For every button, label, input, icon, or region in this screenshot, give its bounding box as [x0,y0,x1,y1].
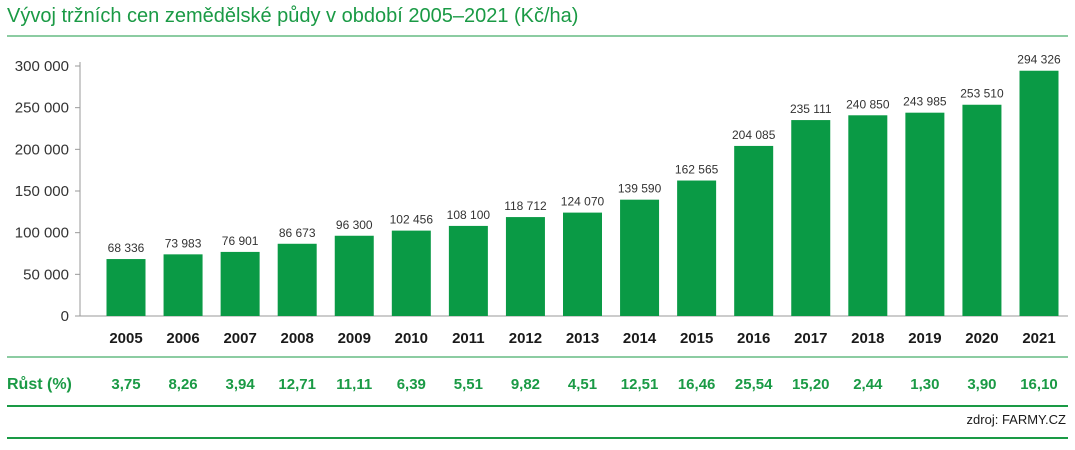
bar-2013 [563,212,602,316]
bar-2007 [220,251,260,316]
data-label-2017: 235 111 [790,102,832,116]
x-tick-label: 2012 [509,330,542,347]
bar-2014 [620,199,660,316]
growth-value-2016: 25,54 [735,376,773,393]
bar-2012 [505,217,545,316]
bar-2006 [163,254,203,316]
x-tick-label: 2010 [395,330,428,347]
x-tick-label: 2008 [281,330,314,347]
y-tick-label: 100 000 [15,225,69,242]
y-tick-label: 0 [61,308,69,325]
data-label-2014: 139 590 [618,182,662,196]
x-tick-label: 2016 [737,330,770,347]
data-label-2006: 73 983 [165,236,202,250]
data-label-2016: 204 085 [732,128,776,142]
bar-2020 [962,104,1002,316]
data-label-2005: 68 336 [108,241,145,255]
growth-value-2020: 3,90 [967,376,996,393]
growth-value-2019: 1,30 [910,376,939,393]
bar-2011 [448,225,488,316]
data-label-2008: 86 673 [279,226,316,240]
bar-2015 [677,180,717,316]
growth-value-2006: 8,26 [168,376,197,393]
x-tick-label: 2021 [1022,330,1055,347]
growth-value-2009: 11,11 [336,376,372,393]
bar-2009 [334,235,374,316]
bar-2010 [391,230,431,316]
growth-row-label: Růst (%) [7,376,72,393]
chart-title: Vývoj tržních cen zemědělské půdy v obdo… [7,5,579,27]
bar-2008 [277,243,317,316]
bar-2018 [848,115,888,317]
growth-value-2010: 6,39 [397,376,426,393]
bar-2021 [1019,70,1059,316]
x-tick-label: 2009 [338,330,371,347]
x-tick-label: 2017 [794,330,827,347]
data-label-2015: 162 565 [675,163,719,177]
x-tick-label: 2019 [908,330,941,347]
bar-2016 [734,145,774,316]
source-note: zdroj: FARMY.CZ [967,412,1067,427]
x-tick-label: 2015 [680,330,713,347]
growth-value-2017: 15,20 [792,376,830,393]
bar-2005 [106,259,146,316]
y-tick-label: 200 000 [15,141,69,158]
growth-value-2011: 5,51 [454,376,483,393]
bar-2019 [905,112,945,316]
x-tick-label: 2005 [109,330,142,347]
bar-2017 [791,120,831,317]
growth-value-2015: 16,46 [678,376,716,393]
y-tick-label: 150 000 [15,183,69,200]
data-label-2012: 118 712 [504,199,547,213]
x-tick-label: 2018 [851,330,884,347]
x-tick-label: 2020 [965,330,998,347]
data-label-2011: 108 100 [447,208,491,222]
y-tick-label: 300 000 [15,58,69,75]
x-tick-label: 2011 [452,330,485,347]
y-tick-label: 250 000 [15,100,69,117]
x-tick-label: 2013 [566,330,599,347]
data-label-2019: 243 985 [903,95,947,109]
growth-value-2005: 3,75 [111,376,140,393]
data-label-2007: 76 901 [222,234,259,248]
growth-value-2008: 12,71 [278,376,316,393]
data-label-2013: 124 070 [561,195,605,209]
growth-value-2007: 3,94 [226,376,256,393]
data-label-2020: 253 510 [960,87,1004,101]
x-tick-label: 2006 [166,330,199,347]
growth-value-2012: 9,82 [511,376,540,393]
growth-value-2018: 2,44 [853,376,883,393]
growth-value-2013: 4,51 [568,376,597,393]
data-label-2009: 96 300 [336,218,373,232]
growth-value-2014: 12,51 [621,376,659,393]
data-label-2018: 240 850 [846,97,890,111]
y-tick-label: 50 000 [23,266,69,283]
x-tick-label: 2007 [223,330,256,347]
data-label-2021: 294 326 [1017,53,1061,67]
data-label-2010: 102 456 [390,213,434,227]
x-tick-label: 2014 [623,330,657,347]
growth-value-2021: 16,10 [1020,376,1058,393]
